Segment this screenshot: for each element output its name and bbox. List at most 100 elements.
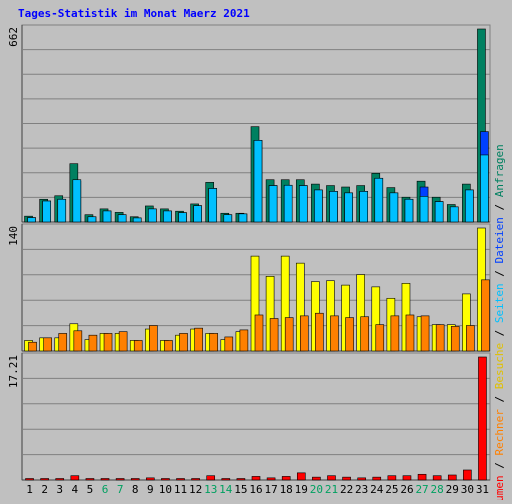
bar-volumen [70,475,80,481]
bar-volumen [25,478,34,481]
bar-volumen [85,478,95,481]
bar-rechner [88,334,98,352]
bar-volumen [478,356,487,481]
x-tick-label: 29 [446,483,459,496]
bar-volumen [372,476,382,481]
bar-rechner [269,318,279,352]
bar-rechner [481,279,490,352]
bars-bottom [25,356,487,481]
x-tick-label: 10 [159,483,172,496]
bar-rechner [254,314,264,352]
bar-seiten [223,214,233,223]
bar-seiten [419,196,429,223]
bar-rechner [209,333,219,352]
bar-volumen [342,476,351,481]
bars-middle [24,227,490,352]
y-max-label-middle: 140 [7,226,20,246]
bar-rechner [224,336,234,352]
bar-seiten [465,189,474,223]
bar-rechner [330,315,339,352]
bar-seiten [102,210,112,223]
bar-seiten [253,140,263,223]
bar-seiten [434,201,444,223]
bar-rechner [420,315,430,352]
bar-volumen [161,478,170,481]
y-max-label-top: 662 [7,27,20,47]
bar-rechner [118,331,128,352]
bar-seiten [42,200,51,223]
x-tick-label: 30 [461,483,474,496]
bar-volumen [191,478,200,481]
bar-volumen [115,478,125,481]
x-tick-label: 20 [310,483,323,496]
bar-volumen [417,473,427,481]
x-tick-label: 5 [87,483,94,496]
legend-item-anfragen: Anfragen [493,144,506,197]
panel-frame [21,352,491,481]
x-tick-label: 27 [415,483,428,496]
bar-volumen [296,472,306,481]
bar-volumen [146,477,155,481]
bar-seiten [283,184,293,223]
x-axis-labels: 1 2 3 4 5 6 7 8 9 10 11 12 13 14 15 16 17 18 19 20 21 22 23 24 2… [26,483,489,496]
x-tick-label: 28 [431,483,444,496]
bar-rechner [345,317,354,352]
x-tick-label: 31 [476,483,489,496]
bar-seiten [389,192,399,223]
bar-volumen [281,476,291,481]
x-tick-label: 12 [189,483,202,496]
bar-rechner [73,330,83,352]
bar-volumen [40,478,49,481]
bar-seiten [193,205,202,223]
chart-title: Tages-Statistik im Monat Maerz 2021 [18,7,250,20]
bar-rechner [133,340,143,352]
bar-volumen [327,475,336,481]
panel-middle: 140 [7,223,491,352]
x-tick-label: 15 [234,483,247,496]
bar-seiten [178,212,187,223]
bar-rechner [103,333,113,352]
bar-volumen [206,475,216,481]
bar-seiten [480,154,489,223]
x-tick-label: 22 [340,483,353,496]
bar-volumen [176,478,185,481]
bar-rechner [375,324,385,352]
x-tick-label: 17 [264,483,277,496]
bar-seiten [208,188,218,223]
bar-seiten [163,210,172,223]
x-tick-label: 19 [295,483,308,496]
bar-rechner [194,327,203,352]
legend-item-besuche: Besuche [493,343,506,389]
x-tick-label: 23 [355,483,368,496]
bars-top [24,28,489,223]
bar-seiten [132,217,142,223]
x-tick-label: 14 [219,483,233,496]
bar-seiten [238,213,248,223]
bar-volumen [236,478,246,481]
bar-rechner [164,340,173,352]
legend-item-seiten: Seiten [493,283,506,323]
bar-rechner [405,314,415,352]
bar-volumen [463,469,472,481]
bar-seiten [329,191,338,223]
x-tick-label: 11 [174,483,187,496]
bar-rechner [315,312,324,352]
bar-seiten [449,206,459,223]
legend-separator: / [493,389,506,409]
legend-item-volumen: Volumen [493,475,506,500]
bar-rechner [28,341,37,352]
bar-volumen [266,477,276,481]
bar-rechner [58,333,68,352]
bar-seiten [72,179,82,223]
bar-volumen [402,475,412,481]
x-tick-label: 21 [325,483,338,496]
bar-rechner [435,324,445,352]
x-tick-label: 6 [102,483,109,496]
bar-rechner [450,326,460,352]
bar-rechner [239,329,249,352]
bar-seiten [57,198,67,223]
bar-rechner [149,325,158,352]
bar-seiten [148,208,157,223]
